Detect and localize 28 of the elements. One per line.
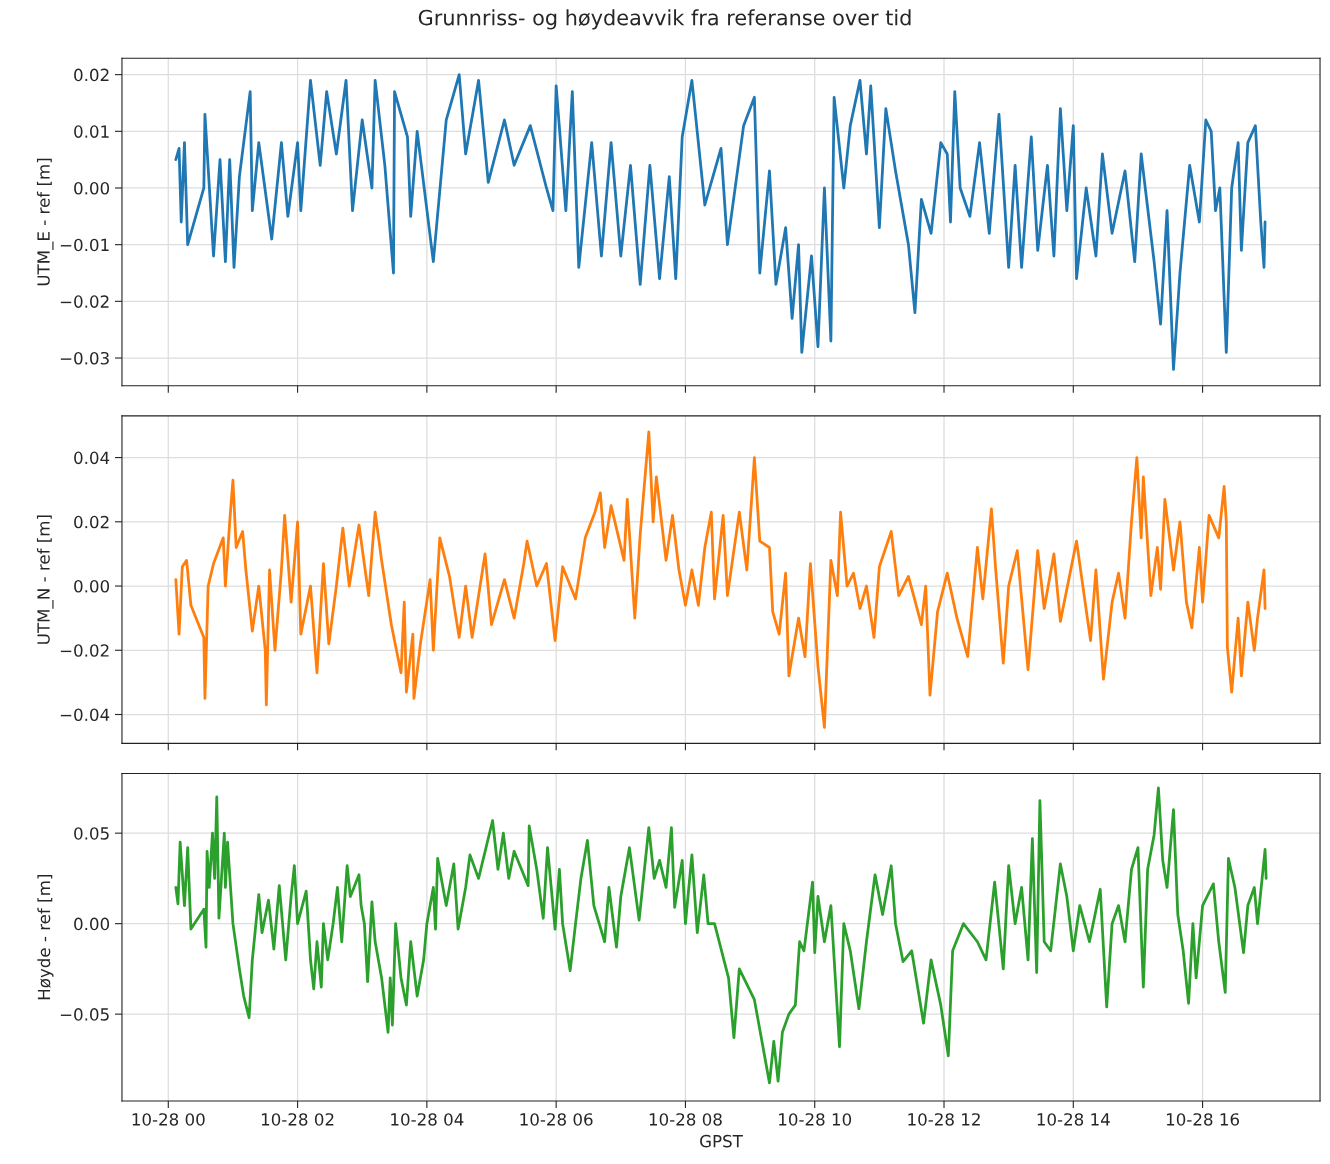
y-axis-title: UTM_E - ref [m] — [36, 158, 54, 286]
x-tick-label: 10-28 02 — [261, 1113, 334, 1126]
x-axis-title: GPST — [700, 1134, 743, 1148]
y-tick-label: 0.00 — [74, 580, 110, 593]
x-tick-label: 10-28 00 — [132, 1113, 205, 1126]
y-tick-label: −0.01 — [60, 238, 109, 252]
y-tick-label: −0.04 — [60, 708, 110, 722]
y-tick-label: −0.02 — [60, 295, 109, 308]
y-axis-title: Høyde - ref [m] — [37, 875, 54, 1000]
x-tick-label: 10-28 06 — [520, 1113, 593, 1126]
y-tick-label: −0.05 — [60, 1008, 109, 1021]
x-tick-label: 10-28 10 — [779, 1113, 852, 1126]
y-tick-label: 0.05 — [74, 827, 109, 840]
x-tick-label: 10-28 12 — [908, 1113, 980, 1126]
x-tick-label: 10-28 04 — [391, 1113, 464, 1126]
y-tick-label: −0.03 — [60, 351, 109, 365]
y-tick-label: 0.02 — [74, 68, 109, 82]
y-tick-label: 0.00 — [74, 917, 110, 931]
y-tick-label: 0.04 — [74, 451, 110, 465]
chart-title: Grunnriss- og høydeavvik fra referanse over tid — [418, 9, 911, 30]
x-tick-label: 10-28 14 — [1037, 1113, 1110, 1126]
x-tick-label: 10-28 08 — [649, 1113, 722, 1126]
y-tick-label: 0.02 — [74, 515, 109, 529]
y-tick-label: −0.02 — [60, 644, 109, 657]
y-tick-label: 0.01 — [74, 125, 109, 138]
y-tick-label: 0.00 — [74, 181, 110, 195]
x-tick-label: 10-28 16 — [1166, 1113, 1240, 1126]
y-axis-title: UTM_N - ref [m] — [36, 515, 54, 644]
